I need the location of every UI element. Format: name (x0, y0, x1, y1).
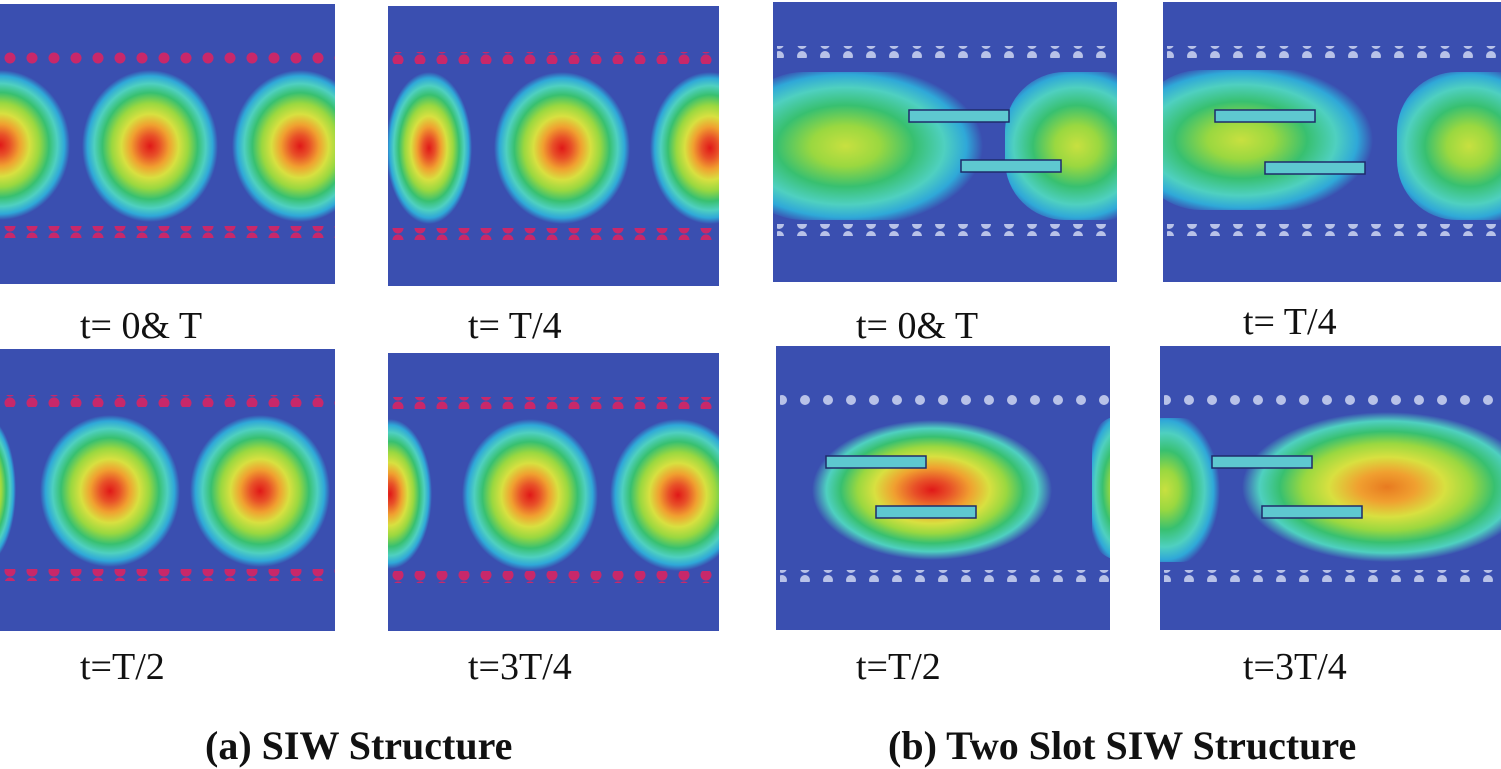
panel-time-label: t=T/2 (80, 646, 165, 688)
two-slot-panel-t-quarter (1163, 2, 1501, 282)
via-row-bottom (780, 570, 1110, 582)
caption-siw-structure: (a) SIW Structure (205, 723, 513, 768)
via-row-top (1167, 46, 1501, 58)
field-hotspot (0, 70, 70, 220)
field-hotspot (40, 415, 180, 567)
siw-panel-t-three-quarter (388, 353, 719, 631)
field-hotspot (82, 70, 218, 222)
via-row-bottom (0, 569, 335, 581)
via-row-top (0, 52, 335, 64)
field-hotspot (494, 72, 630, 224)
field-hotspot (190, 415, 330, 567)
field-hotspot (1397, 72, 1501, 220)
field-hotspot (1163, 70, 1373, 210)
caption-two-slot-siw-structure: (b) Two Slot SIW Structure (888, 723, 1357, 768)
slot-lower (875, 505, 977, 519)
field-hotspot (388, 72, 472, 224)
field-hotspot (1005, 72, 1117, 220)
field-hotspot (388, 419, 432, 569)
panel-time-label: t= 0& T (856, 305, 979, 347)
via-row-top (780, 394, 1110, 406)
field-hotspot (232, 70, 335, 222)
panel-time-label: t= 0& T (80, 305, 203, 347)
via-row-top (388, 397, 719, 409)
siw-panel-t-quarter (388, 6, 719, 286)
field-hotspot (0, 418, 16, 562)
slot-lower (960, 159, 1062, 173)
via-row-top (388, 52, 719, 64)
panel-time-label: t= T/4 (468, 305, 562, 347)
slot-upper (1211, 455, 1313, 469)
panel-time-label: t=T/2 (856, 646, 941, 688)
panel-time-label: t=3T/4 (468, 646, 572, 688)
slot-upper (825, 455, 927, 469)
via-row-top (777, 46, 1117, 58)
via-row-bottom (0, 226, 335, 238)
via-row-bottom (1164, 570, 1501, 582)
panel-time-label: t=3T/4 (1243, 646, 1347, 688)
two-slot-panel-t-half (776, 346, 1110, 630)
panel-time-label: t= T/4 (1243, 301, 1337, 343)
field-hotspot (1092, 417, 1110, 559)
via-row-bottom (777, 224, 1117, 236)
field-hotspot (812, 420, 1052, 560)
via-row-bottom (388, 228, 719, 240)
field-hotspot (773, 72, 983, 220)
siw-panel-t0 (0, 4, 335, 284)
siw-panel-t-half (0, 349, 335, 631)
slot-lower (1264, 161, 1366, 175)
field-hotspot (650, 72, 719, 224)
via-row-top (1164, 394, 1501, 406)
field-hotspot (1160, 418, 1220, 562)
two-slot-panel-t-three-quarter (1160, 346, 1501, 630)
via-row-top (0, 395, 335, 407)
slot-upper (1214, 109, 1316, 123)
field-hotspot (1242, 412, 1501, 562)
via-row-bottom (388, 571, 719, 583)
two-slot-panel-t0 (773, 2, 1117, 282)
slot-lower (1261, 505, 1363, 519)
field-hotspot (462, 419, 598, 571)
via-row-bottom (1167, 224, 1501, 236)
field-hotspot (610, 419, 719, 571)
slot-upper (908, 109, 1010, 123)
